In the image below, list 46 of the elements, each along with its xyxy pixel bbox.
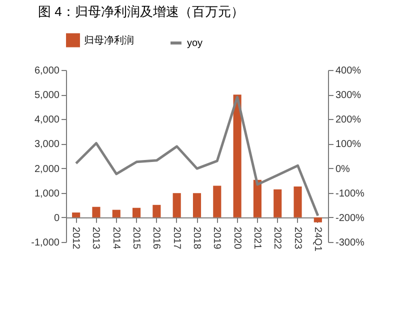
- bar: [132, 208, 141, 218]
- y2-tick-label: -300%: [336, 238, 365, 248]
- y2-tick-label: -200%: [336, 212, 365, 224]
- y-tick-label: 4,000: [34, 114, 60, 126]
- y-tick-label: 0: [54, 212, 60, 224]
- bar: [172, 193, 181, 218]
- bar: [314, 217, 322, 222]
- x-tick-label: 2022: [272, 226, 283, 250]
- bar: [294, 186, 302, 218]
- bar: [72, 212, 80, 218]
- x-tick-label: 2012: [70, 226, 82, 250]
- bar: [192, 193, 202, 218]
- y-tick-label: 2,000: [34, 164, 60, 175]
- y2-tick-label: 400%: [336, 66, 362, 76]
- x-tick-label: 2018: [191, 226, 202, 250]
- bar: [253, 180, 262, 218]
- y-tick-label: 5,000: [34, 90, 60, 102]
- x-tick-label: 2021: [251, 226, 262, 250]
- y2-tick-label: -100%: [336, 188, 365, 200]
- y-tick-label: 1,000: [34, 188, 60, 200]
- y2-tick-label: 200%: [336, 114, 362, 126]
- line-series: [74, 96, 320, 217]
- bar: [233, 94, 242, 218]
- y-tick-label: 6,000: [34, 66, 60, 76]
- bar: [92, 206, 100, 218]
- chart-title: 图 4：归母净利润及增速（百万元）: [38, 4, 244, 19]
- x-tick-label: 2015: [130, 226, 142, 250]
- x-tick-label: 24Q1: [312, 226, 323, 252]
- y2-tick-label: 100%: [336, 139, 362, 150]
- y2-tick-label: 0%: [336, 164, 350, 175]
- x-tick-label: 2013: [90, 226, 102, 250]
- y-tick-label: -1,000: [31, 238, 60, 248]
- x-tick-label: 2014: [110, 226, 122, 250]
- y-tick-label: 3,000: [34, 139, 60, 150]
- bar: [213, 186, 222, 218]
- x-tick-label: 2016: [150, 226, 162, 250]
- x-tick-label: 2017: [170, 226, 182, 250]
- bar: [274, 189, 282, 218]
- legend-label: 归母净利润: [84, 34, 134, 46]
- y2-tick-label: 300%: [336, 90, 362, 102]
- x-tick-label: 2023: [292, 226, 303, 250]
- legend-label: yoy: [187, 38, 203, 49]
- x-tick-label: 2019: [211, 226, 222, 250]
- bar: [152, 204, 161, 218]
- x-tick-label: 2020: [231, 226, 242, 250]
- bar: [112, 210, 120, 218]
